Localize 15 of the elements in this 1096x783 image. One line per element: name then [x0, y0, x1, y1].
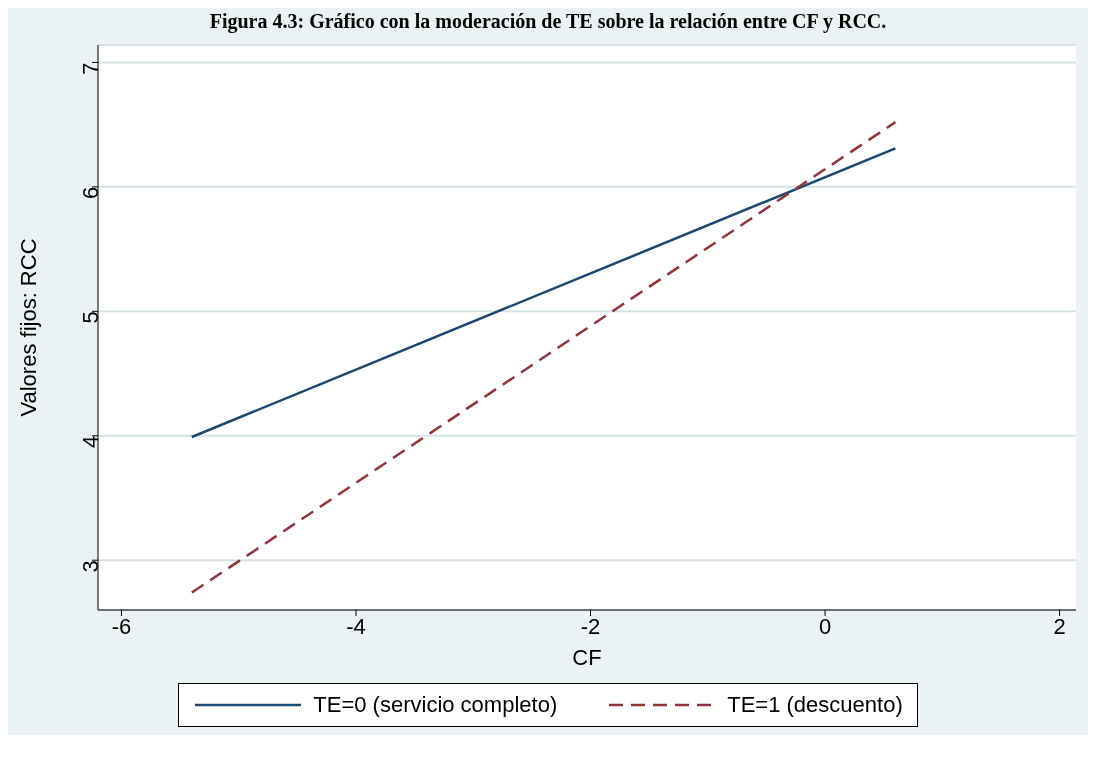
y-tick-label: 7 [77, 62, 103, 75]
y-tick-label: 5 [77, 311, 103, 324]
legend-label: TE=0 (servicio completo) [313, 692, 558, 718]
y-tick-label: 4 [77, 435, 103, 449]
x-tick-label: -4 [346, 613, 366, 639]
x-axis-title: CF [572, 645, 602, 670]
x-tick-label: 2 [1053, 613, 1066, 639]
y-tick-label: 3 [77, 560, 103, 573]
x-tick-label: -2 [580, 613, 601, 639]
y-axis-title: Valores fijos: RCC [15, 238, 41, 417]
x-tick-label: 0 [818, 613, 832, 639]
legend-label: TE=1 (descuento) [727, 692, 903, 718]
x-tick-label: -6 [111, 613, 132, 639]
chart-title: Figura 4.3: Gráfico con la moderación de TE sobre la relación entre CF y RCC. [208, 9, 888, 35]
y-tick-label: 6 [77, 186, 103, 200]
